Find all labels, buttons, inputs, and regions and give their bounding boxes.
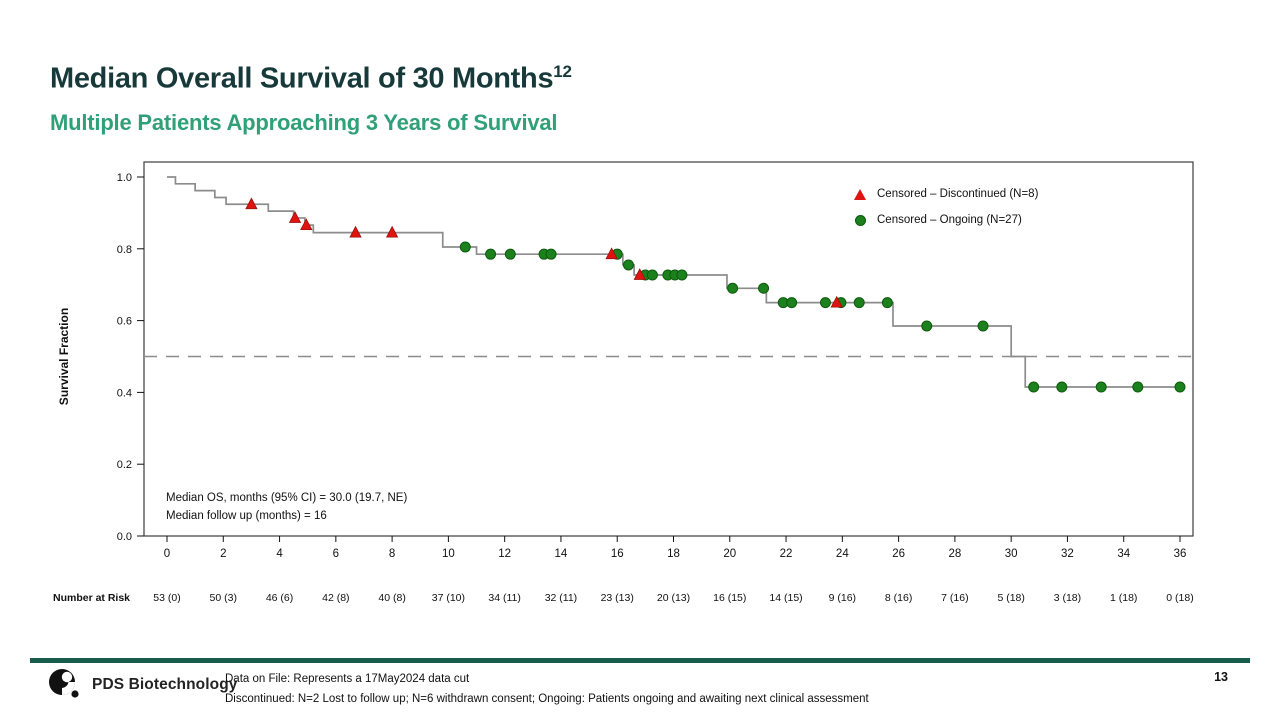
- x-axis-tick-label: 6: [333, 548, 339, 560]
- x-axis-tick-label: 36: [1174, 548, 1187, 560]
- censor-ongoing-marker: [1028, 381, 1040, 393]
- x-axis-tick-label: 22: [780, 548, 793, 560]
- median-os-line: Median OS, months (95% CI) = 30.0 (19.7,…: [166, 492, 408, 504]
- censor-discontinued-marker: [633, 268, 646, 280]
- page-title-text: Median Overall Survival of 30 Months: [50, 62, 554, 95]
- x-axis-tick-label: 10: [442, 548, 455, 560]
- censor-discontinued-marker: [605, 247, 618, 260]
- x-axis-tick-label: 16: [611, 548, 624, 560]
- censor-ongoing-marker: [881, 297, 893, 309]
- x-axis-tick-label: 18: [667, 548, 680, 560]
- page-title-superscript: 12: [553, 62, 572, 81]
- chart-legend: Censored – Discontinued (N=8) Censored –…: [852, 181, 1038, 233]
- x-axis-tick-label: 4: [276, 548, 283, 560]
- y-axis-tick-label: 0.8: [117, 244, 132, 256]
- number-at-risk-value: 37 (10): [432, 592, 465, 604]
- x-axis-tick-label: 14: [555, 548, 568, 560]
- footnote-data-cut: Data on File: Represents a 17May2024 dat…: [225, 673, 470, 685]
- censored-ongoing-circle-icon: [852, 214, 868, 226]
- number-at-risk-value: 8 (16): [885, 592, 912, 604]
- number-at-risk-value: 40 (8): [378, 592, 405, 604]
- censor-ongoing-marker: [921, 320, 933, 332]
- x-axis-tick-label: 0: [164, 548, 170, 560]
- censor-ongoing-marker: [819, 297, 831, 309]
- footnotes: Data on File: Represents a 17May2024 dat…: [225, 669, 869, 709]
- number-at-risk-value: 23 (13): [601, 592, 634, 604]
- censor-ongoing-marker: [646, 269, 658, 281]
- number-at-risk-value: 16 (15): [713, 592, 746, 604]
- km-survival-curve: [167, 176, 1180, 388]
- censor-ongoing-marker: [1095, 381, 1107, 393]
- footer-divider-bar: [30, 658, 1250, 663]
- x-axis-tick-label: 34: [1117, 548, 1130, 560]
- page-number: 13: [1214, 670, 1228, 684]
- number-at-risk-value: 50 (3): [210, 592, 237, 604]
- pds-biotechnology-logo-icon: [49, 669, 79, 698]
- y-axis-tick-label: 0.0: [117, 531, 132, 543]
- y-axis-tick-label: 1.0: [117, 172, 132, 184]
- number-at-risk-value: 5 (18): [997, 592, 1024, 604]
- censor-ongoing-marker: [758, 282, 770, 294]
- censored-discontinued-triangle-icon: [852, 188, 868, 200]
- number-at-risk-value: 9 (16): [829, 592, 856, 604]
- x-axis-tick-label: 32: [1061, 548, 1074, 560]
- censor-ongoing-marker: [853, 297, 865, 309]
- x-axis-tick-label: 2: [220, 548, 226, 560]
- x-axis-tick-label: 12: [498, 548, 511, 560]
- x-axis-tick-label: 26: [892, 548, 905, 560]
- censor-discontinued-marker: [830, 295, 843, 308]
- censor-ongoing-marker: [1056, 381, 1068, 393]
- censor-discontinued-marker: [349, 225, 362, 238]
- censor-discontinued-marker: [385, 225, 399, 238]
- legend-item-ongoing: Censored – Ongoing (N=27): [852, 207, 1038, 233]
- y-axis-tick-label: 0.2: [117, 459, 132, 471]
- x-axis-tick-label: 8: [389, 548, 395, 560]
- number-at-risk-value: 53 (0): [153, 592, 180, 604]
- censor-ongoing-marker: [459, 241, 471, 253]
- censor-ongoing-marker: [504, 248, 516, 260]
- y-axis-tick-label: 0.6: [117, 316, 132, 328]
- censor-ongoing-marker: [977, 320, 989, 332]
- censor-ongoing-marker: [622, 259, 634, 271]
- plot-frame: [143, 161, 1194, 537]
- number-at-risk-value: 34 (11): [488, 592, 521, 604]
- censor-ongoing-marker: [786, 297, 798, 309]
- censor-ongoing-marker: [676, 269, 688, 281]
- number-at-risk-value: 32 (11): [545, 592, 578, 604]
- legend-item-discontinued: Censored – Discontinued (N=8): [852, 181, 1038, 207]
- number-at-risk-value: 1 (18): [1110, 592, 1137, 604]
- median-followup-line: Median follow up (months) = 16: [166, 510, 327, 522]
- x-axis-tick-label: 30: [1005, 548, 1018, 560]
- brand-name: PDS Biotechnology: [92, 676, 238, 693]
- censor-discontinued-marker: [288, 211, 302, 223]
- censor-ongoing-marker: [485, 248, 497, 260]
- legend-label-discontinued: Censored – Discontinued (N=8): [877, 188, 1039, 200]
- x-axis-tick-label: 20: [723, 548, 736, 560]
- number-at-risk-value: 7 (16): [941, 592, 968, 604]
- censor-discontinued-marker: [300, 218, 313, 231]
- censor-ongoing-marker: [1174, 381, 1186, 393]
- y-axis-title: Survival Fraction: [57, 308, 71, 405]
- y-axis-tick-label: 0.4: [117, 387, 132, 399]
- number-at-risk-value: 42 (8): [322, 592, 349, 604]
- page-subtitle: Multiple Patients Approaching 3 Years of…: [50, 110, 558, 135]
- page-title: Median Overall Survival of 30 Months12: [50, 62, 572, 96]
- censor-ongoing-marker: [727, 282, 739, 294]
- censor-ongoing-marker: [545, 248, 557, 260]
- number-at-risk-value: 0 (18): [1166, 592, 1193, 604]
- number-at-risk-value: 14 (15): [769, 592, 802, 604]
- number-at-risk-value: 3 (18): [1054, 592, 1081, 604]
- number-at-risk-value: 20 (13): [657, 592, 690, 604]
- legend-label-ongoing: Censored – Ongoing (N=27): [877, 214, 1022, 226]
- number-at-risk-label: Number at Risk: [53, 592, 130, 604]
- number-at-risk-value: 46 (6): [266, 592, 293, 604]
- x-axis-tick-label: 28: [948, 548, 961, 560]
- footnote-definitions: Discontinued: N=2 Lost to follow up; N=6…: [225, 693, 869, 705]
- median-os-annotation: Median OS, months (95% CI) = 30.0 (19.7,…: [166, 489, 407, 525]
- censor-discontinued-marker: [245, 197, 258, 210]
- censor-ongoing-marker: [1132, 381, 1144, 393]
- x-axis-tick-label: 24: [836, 548, 849, 560]
